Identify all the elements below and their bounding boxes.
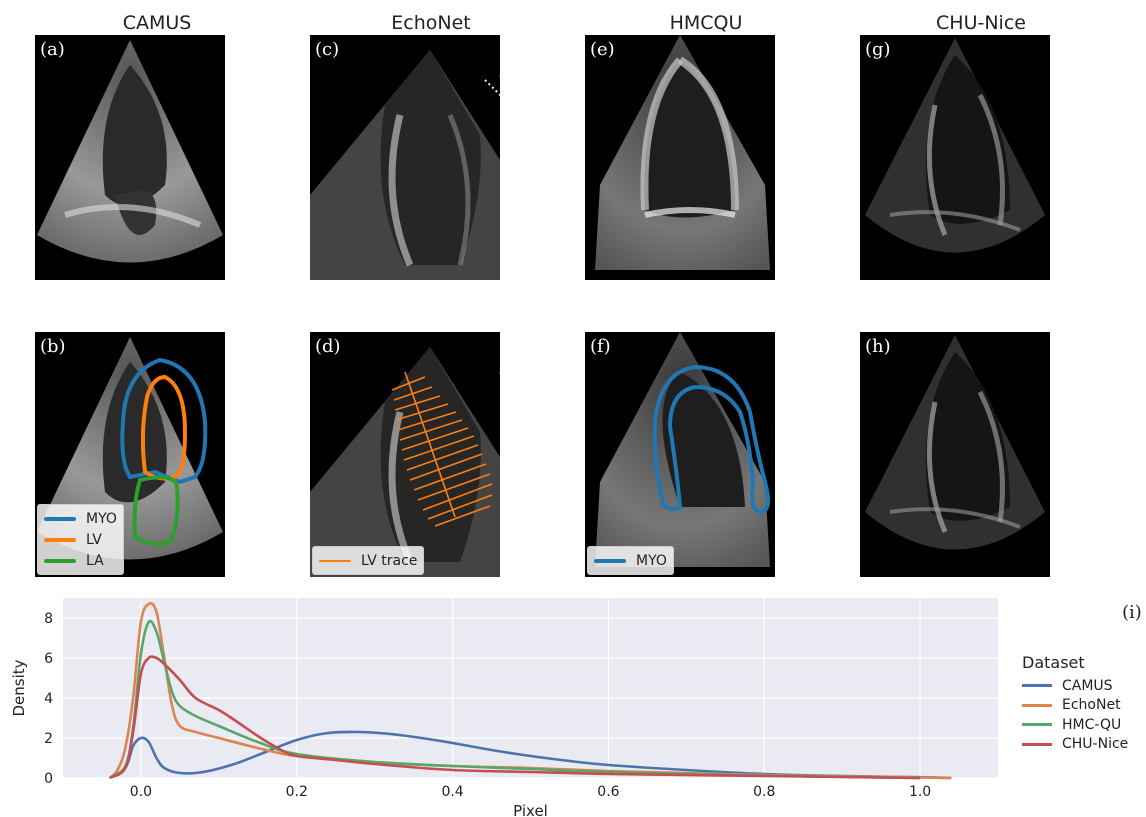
panel-label: (f) <box>590 336 611 357</box>
x-tick-label: 0.2 <box>286 784 308 800</box>
y-tick-labels: 0 2 4 6 8 <box>44 611 53 787</box>
legend-item-chu-nice: CHU-Nice <box>1022 735 1128 755</box>
y-tick-label: 0 <box>44 771 53 787</box>
legend-item-myo: MYO <box>44 508 117 529</box>
x-tick-label: 0.8 <box>753 784 775 800</box>
ultrasound-sector-image <box>595 35 770 270</box>
plot-background <box>63 598 998 778</box>
x-tick-labels: 0.0 0.2 0.4 0.6 0.8 1.0 <box>130 784 931 800</box>
y-tick-label: 6 <box>44 651 53 667</box>
ultrasound-sector-image <box>865 335 1045 550</box>
density-chart: 0.0 0.2 0.4 0.6 0.8 1.0 0 2 4 6 8 Pixel Density <box>10 598 998 817</box>
panel-g-chu-nice-image: (g) <box>860 35 1050 280</box>
panel-label: (c) <box>315 39 340 60</box>
legend-item-myo: MYO <box>594 550 667 571</box>
legend-item-camus: CAMUS <box>1022 676 1128 696</box>
y-tick-label: 8 <box>44 611 53 627</box>
ultrasound-sector-image <box>865 38 1045 253</box>
segmentation-legend: MYO LV LA <box>37 504 124 575</box>
lv-trace-lines <box>391 371 493 527</box>
density-curves <box>108 601 952 780</box>
panel-b-camus-segmentation: (b) MYO LV LA <box>35 332 225 577</box>
trace-legend: LV trace <box>312 546 425 575</box>
x-tick-label: 0.0 <box>130 784 152 800</box>
legend-title: Dataset <box>1022 653 1085 672</box>
la-contour <box>132 475 180 546</box>
series-line-camus <box>109 730 952 780</box>
panel-label: (e) <box>590 39 615 60</box>
column-title-echonet: EchoNet <box>391 12 471 34</box>
panel-a-camus-image: (a) <box>35 35 225 280</box>
panel-f-hmcqu-segmentation: (f) MYO <box>585 332 775 577</box>
panel-c-echonet-image: (c) <box>310 35 500 280</box>
panel-label: (a) <box>40 39 65 60</box>
legend-item-la: LA <box>44 550 117 571</box>
series-line-chu-nice <box>109 655 921 780</box>
legend-item-echonet: EchoNet <box>1022 696 1128 716</box>
x-tick-label: 0.4 <box>441 784 463 800</box>
panel-label: (d) <box>315 336 341 357</box>
panel-label: (h) <box>865 336 891 357</box>
ultrasound-sector-image <box>595 332 771 567</box>
ultrasound-sector-image <box>310 347 500 577</box>
panel-label: (g) <box>865 39 891 60</box>
ultrasound-sector-image <box>37 337 223 560</box>
ultrasound-sector-image <box>310 50 500 280</box>
panel-d-echonet-trace: (d) LV trace <box>310 332 500 577</box>
legend-item-lv-trace: LV trace <box>319 550 417 571</box>
y-tick-label: 4 <box>44 691 53 707</box>
legend-item-hmc-qu: HMC-QU <box>1022 715 1128 735</box>
panel-label-i: (i) <box>1122 602 1142 623</box>
x-tick-label: 0.6 <box>597 784 619 800</box>
legend-item-lv: LV <box>44 529 117 550</box>
myo-legend: MYO <box>587 546 674 575</box>
x-tick-label: 1.0 <box>909 784 931 800</box>
series-line-hmc-qu <box>108 619 921 780</box>
y-tick-label: 2 <box>44 731 53 747</box>
column-title-camus: CAMUS <box>122 12 192 34</box>
myo-contour <box>652 364 771 515</box>
y-axis-label: Density <box>10 659 28 716</box>
column-title-hmcqu: HMCQU <box>669 12 743 34</box>
column-title-chu-nice: CHU-Nice <box>936 12 1026 34</box>
panel-e-hmcqu-image: (e) <box>585 35 775 280</box>
panel-label: (b) <box>40 336 66 357</box>
ultrasound-sector-image <box>37 40 223 263</box>
x-axis-label: Pixel <box>513 802 548 817</box>
panel-h-chu-nice-image: (h) <box>860 332 1050 577</box>
dataset-legend: Dataset CAMUS EchoNet HMC-QU CHU-Nice <box>1022 653 1128 754</box>
